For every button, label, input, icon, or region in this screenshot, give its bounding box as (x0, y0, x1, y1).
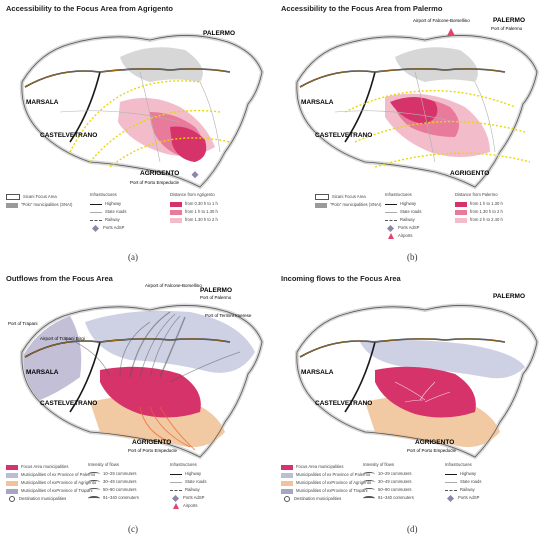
legend-c-infra: Infrastructures Highway State roads Rail… (170, 462, 207, 509)
legend-d-flows: Intensity of flows 10–29 commuters 30–49… (363, 462, 414, 500)
legend-d: Focus Area municipalities Municipalities… (281, 463, 371, 503)
incoming-arrows (394, 381, 451, 403)
legend-a-infra: Infrastructures Highway State roads Rail… (90, 192, 127, 232)
port-palermo: Port of Palermo (491, 26, 523, 31)
airport-label: Airport of Falcone-Borsellino (145, 283, 202, 288)
panel-letter: (b) (407, 252, 418, 262)
isochrone-3 (109, 137, 231, 168)
port-label: Port of Porto Empedocle (130, 180, 180, 185)
city-marsala: MARSALA (301, 369, 334, 376)
city-agrigento: AGRIGENTO (140, 170, 179, 177)
port-palermo: Port of Palermo (200, 295, 232, 300)
outflow-arrows (64, 311, 241, 383)
polo-areas (395, 47, 478, 82)
isochrone-2 (89, 109, 221, 163)
city-palermo: PALERMO (493, 17, 525, 24)
city-agrigento: AGRIGENTO (450, 170, 489, 177)
legend-b-infra: Infrastructures Highway State roads Rail… (385, 192, 422, 239)
airport-marker (447, 28, 455, 36)
city-marsala: MARSALA (26, 99, 59, 106)
panel-d: Incoming flows to the Focus Area PALERMO… (275, 270, 550, 540)
legend-d-infra: Infrastructures Highway State roads Rail… (445, 462, 482, 502)
port-termini: Port of Termini Imerese (205, 313, 252, 318)
trapani-prov (23, 316, 82, 400)
map-b: Airport of Falcone-Borsellino PALERMO Po… (294, 17, 540, 190)
panel-b: Accessibility to the Focus Area from Pal… (275, 0, 550, 270)
state-roads (59, 71, 221, 163)
panel-a: Accessibility to the Focus Area from Agr… (0, 0, 275, 270)
isochrone-1 (69, 80, 201, 153)
panel-title: Outflows from the Focus Area (6, 274, 113, 283)
isochrone-3 (374, 152, 531, 168)
city-castelvetrano: CASTELVETRANO (40, 400, 97, 407)
palermo-prov (85, 310, 255, 373)
city-agrigento: AGRIGENTO (132, 439, 171, 446)
port-label: Port of Porto Empedocle (407, 448, 457, 453)
city-marsala: MARSALA (26, 369, 59, 376)
port-trapani: Port of Trapani (8, 321, 38, 326)
panel-c: Outflows from the Focus Area PALERMO Por… (0, 270, 275, 540)
isochrone-1 (344, 90, 516, 113)
polo-areas (120, 47, 203, 82)
state-roads (334, 71, 496, 163)
city-agrigento: AGRIGENTO (415, 439, 454, 446)
city-castelvetrano: CASTELVETRANO (315, 132, 372, 139)
airport-trapani: Airport of Trapani Birgi (40, 336, 85, 341)
legend-a-dist: Distance from Agrigento from 0.30 h to 1… (170, 192, 218, 223)
panel-letter: (d) (407, 524, 418, 534)
legend-c: Focus Area municipalities Municipalities… (6, 463, 96, 503)
isochrone-2 (354, 120, 526, 143)
legend-a: Sicani Focus Area "Polo" municipalities … (6, 193, 74, 209)
panel-title: Accessibility to the Focus Area from Pal… (281, 4, 443, 13)
map-d: PALERMO MARSALA CASTELVETRANO AGRIGENTO … (294, 293, 540, 460)
focus-dark (170, 126, 207, 162)
panel-title: Accessibility to the Focus Area from Agr… (6, 4, 173, 13)
port-marker (191, 171, 199, 179)
legend-b: Sicani Focus Area "Polo" municipalities … (315, 193, 381, 209)
map-c: PALERMO Port of Palermo Airport of Falco… (8, 283, 265, 460)
city-castelvetrano: CASTELVETRANO (40, 132, 97, 139)
city-palermo: PALERMO (203, 30, 235, 37)
panel-title: Incoming flows to the Focus Area (281, 274, 401, 283)
legend-b-dist: Distance from Palermo from 1 h to 1.30 h… (455, 192, 503, 223)
city-palermo: PALERMO (200, 287, 232, 294)
airport-label: Airport of Falcone-Borsellino (413, 18, 470, 23)
map-a: PALERMO MARSALA CASTELVETRANO AGRIGENTO … (19, 30, 265, 190)
outflow-south (139, 406, 196, 451)
legend-c-flows: Intensity of flows 10–29 commuters 30–49… (88, 462, 139, 500)
panel-letter: (a) (128, 252, 138, 262)
palermo-prov (360, 339, 525, 379)
panel-letter: (c) (128, 524, 138, 534)
city-marsala: MARSALA (301, 99, 334, 106)
city-palermo: PALERMO (493, 293, 525, 300)
city-castelvetrano: CASTELVETRANO (315, 400, 372, 407)
port-label: Port of Porto Empedocle (128, 448, 178, 453)
